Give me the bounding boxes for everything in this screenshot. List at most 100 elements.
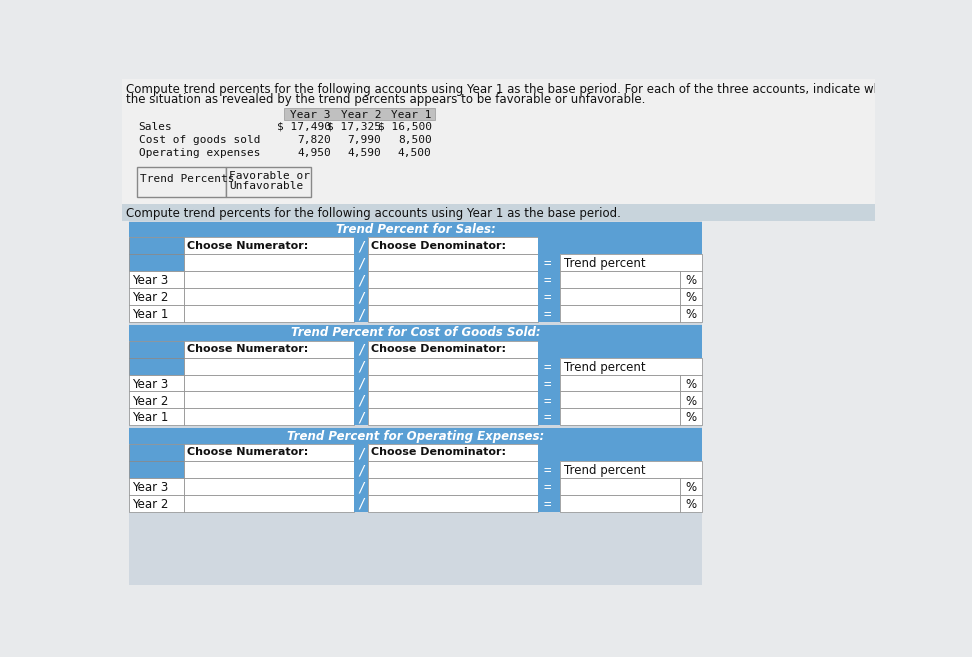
Text: Year 3: Year 3: [291, 110, 330, 120]
Bar: [129, 340, 184, 357]
Bar: [129, 254, 184, 271]
Bar: [680, 495, 702, 512]
Bar: [184, 288, 354, 306]
Bar: [560, 374, 680, 392]
Text: Year 1: Year 1: [132, 308, 169, 321]
Bar: [184, 374, 354, 392]
Bar: [538, 478, 560, 495]
Bar: [538, 495, 560, 512]
Bar: [368, 357, 538, 374]
Bar: [354, 340, 368, 357]
Text: $ 16,500: $ 16,500: [377, 122, 432, 132]
Bar: [538, 392, 560, 409]
Text: $ 17,325: $ 17,325: [328, 122, 381, 132]
Bar: [129, 271, 184, 288]
Text: the situation as revealed by the trend percents appears to be favorable or unfav: the situation as revealed by the trend p…: [126, 93, 645, 106]
Text: Choose Denominator:: Choose Denominator:: [371, 240, 506, 250]
Text: Year 3: Year 3: [132, 378, 168, 391]
Bar: [560, 478, 680, 495]
Bar: [368, 340, 538, 357]
Bar: [560, 357, 702, 374]
Text: 4,500: 4,500: [398, 148, 432, 158]
Bar: [560, 288, 680, 306]
Bar: [184, 392, 354, 409]
Bar: [538, 254, 560, 271]
Bar: [538, 237, 702, 254]
Bar: [184, 340, 354, 357]
Bar: [122, 79, 875, 233]
Bar: [368, 495, 538, 512]
Bar: [122, 204, 875, 221]
Bar: [129, 221, 702, 585]
Bar: [560, 461, 702, 478]
Text: Choose Denominator:: Choose Denominator:: [371, 447, 506, 457]
Text: =: =: [543, 258, 550, 271]
Text: Year 3: Year 3: [132, 275, 168, 287]
Text: Trend Percents: Trend Percents: [140, 173, 234, 183]
Bar: [354, 306, 368, 322]
Text: %: %: [685, 481, 696, 494]
Bar: [354, 444, 368, 461]
Bar: [368, 254, 538, 271]
Text: 8,500: 8,500: [398, 135, 432, 145]
Text: /: /: [357, 446, 365, 460]
Bar: [354, 357, 368, 374]
Text: /: /: [357, 240, 365, 254]
Bar: [538, 461, 560, 478]
Text: =: =: [543, 275, 550, 287]
Bar: [680, 306, 702, 322]
Text: Trend percent: Trend percent: [564, 464, 645, 477]
Text: 4,950: 4,950: [297, 148, 330, 158]
Text: =: =: [543, 498, 550, 510]
Bar: [368, 409, 538, 425]
Bar: [560, 409, 680, 425]
Bar: [368, 461, 538, 478]
Text: Trend Percent for Operating Expenses:: Trend Percent for Operating Expenses:: [287, 430, 544, 443]
Text: %: %: [685, 275, 696, 287]
Text: /: /: [357, 360, 365, 374]
Bar: [680, 271, 702, 288]
Text: Trend Percent for Cost of Goods Sold:: Trend Percent for Cost of Goods Sold:: [291, 327, 540, 340]
Bar: [129, 409, 184, 425]
Text: Compute trend percents for the following accounts using Year 1 as the base perio: Compute trend percents for the following…: [126, 83, 913, 96]
Bar: [184, 357, 354, 374]
Text: /: /: [357, 257, 365, 271]
Bar: [538, 357, 560, 374]
Bar: [368, 306, 538, 322]
Bar: [122, 221, 875, 585]
Bar: [129, 288, 184, 306]
Bar: [368, 478, 538, 495]
Bar: [560, 254, 702, 271]
Bar: [560, 392, 680, 409]
Bar: [129, 428, 702, 444]
Text: Trend Percent for Sales:: Trend Percent for Sales:: [335, 223, 496, 237]
Bar: [538, 409, 560, 425]
Bar: [560, 271, 680, 288]
Text: Year 2: Year 2: [132, 291, 169, 304]
Text: =: =: [543, 464, 550, 477]
Bar: [129, 357, 184, 374]
Text: =: =: [543, 308, 550, 321]
Text: Choose Numerator:: Choose Numerator:: [187, 447, 308, 457]
Text: /: /: [357, 290, 365, 305]
Text: Year 2: Year 2: [340, 110, 381, 120]
Bar: [184, 478, 354, 495]
Bar: [538, 306, 560, 322]
Bar: [137, 168, 226, 196]
Text: Trend percent: Trend percent: [564, 361, 645, 374]
Bar: [680, 478, 702, 495]
Bar: [184, 306, 354, 322]
Text: Year 2: Year 2: [132, 395, 169, 407]
Bar: [184, 495, 354, 512]
Text: /: /: [357, 274, 365, 288]
Text: %: %: [685, 395, 696, 407]
Text: /: /: [357, 307, 365, 321]
Text: Operating expenses: Operating expenses: [139, 148, 260, 158]
Text: =: =: [543, 395, 550, 407]
Text: 7,990: 7,990: [347, 135, 381, 145]
Bar: [354, 271, 368, 288]
Bar: [354, 478, 368, 495]
Text: 7,820: 7,820: [297, 135, 330, 145]
Bar: [184, 444, 354, 461]
Bar: [129, 392, 184, 409]
